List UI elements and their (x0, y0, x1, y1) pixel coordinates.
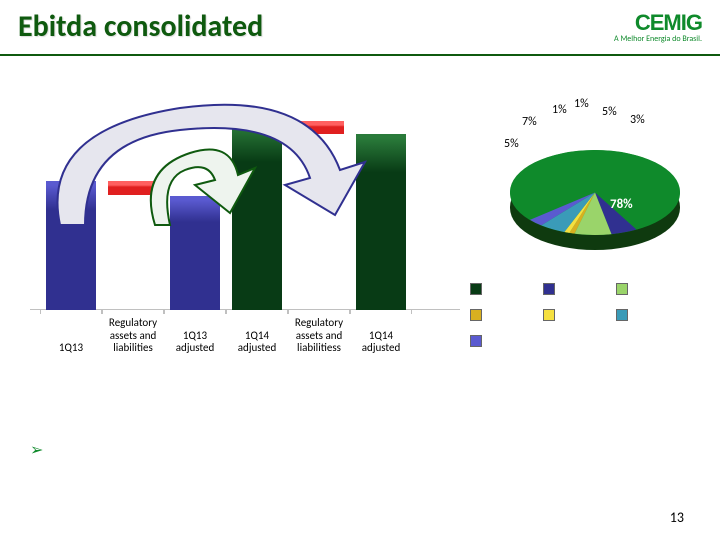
bar (108, 181, 158, 195)
legend-item (543, 280, 616, 306)
page-number: 13 (670, 509, 684, 526)
bar (294, 121, 344, 134)
bar-slot: 1Q14 adjusted (350, 110, 412, 310)
legend-swatch (616, 309, 628, 321)
pie-3d-body: 78% (510, 125, 680, 255)
bar-label: Regulatory assets and liabilitiess (288, 317, 350, 355)
pie-chart: 5%7%1%1%5%3% 78% (470, 95, 690, 275)
logo: CEMIG A Melhor Energia do Brasil. (614, 10, 702, 44)
legend-item (470, 306, 543, 332)
pie-slice-label: 1% (552, 103, 567, 117)
slide: Ebitda consolidated CEMIG A Melhor Energ… (0, 0, 720, 540)
bar-label: 1Q13 (40, 342, 102, 355)
bar-slot: 1Q13 adjusted (164, 110, 226, 310)
pie-slice-label: 5% (602, 105, 617, 119)
bar-label: Regulatory assets and liabilities (102, 317, 164, 355)
legend-item (616, 280, 689, 306)
legend-swatch (470, 335, 482, 347)
bar (356, 134, 406, 311)
legend-swatch (616, 283, 628, 295)
bar-label: 1Q14 adjusted (226, 330, 288, 355)
legend-item (470, 332, 543, 358)
logo-tagline: A Melhor Energia do Brasil. (614, 34, 702, 44)
bar-slot: 1Q14 adjusted (226, 110, 288, 310)
bar (170, 196, 220, 310)
pie-legend (470, 280, 690, 358)
pie-big-label: 78% (610, 197, 633, 212)
bar-slot: Regulatory assets and liabilitiess (288, 110, 350, 310)
legend-item (543, 306, 616, 332)
logo-text: CEMIG (614, 10, 702, 36)
bullet-arrow-icon: ➢ (30, 440, 43, 460)
legend-item (470, 280, 543, 306)
legend-swatch (543, 283, 555, 295)
bar-slot: Regulatory assets and liabilities (102, 110, 164, 310)
pie-top (510, 150, 680, 235)
title-rule (0, 54, 720, 56)
legend-item (616, 306, 689, 332)
bar-chart: 1Q13Regulatory assets and liabilities1Q1… (30, 95, 460, 345)
bar-label: 1Q13 adjusted (164, 330, 226, 355)
bar (232, 121, 282, 310)
pie-slice-label: 1% (574, 97, 589, 111)
legend-swatch (543, 309, 555, 321)
legend-swatch (470, 309, 482, 321)
slide-title: Ebitda consolidated (18, 8, 263, 45)
legend-swatch (470, 283, 482, 295)
bar-label: 1Q14 adjusted (350, 330, 412, 355)
bar (46, 181, 96, 310)
bar-slot: 1Q13 (40, 110, 102, 310)
